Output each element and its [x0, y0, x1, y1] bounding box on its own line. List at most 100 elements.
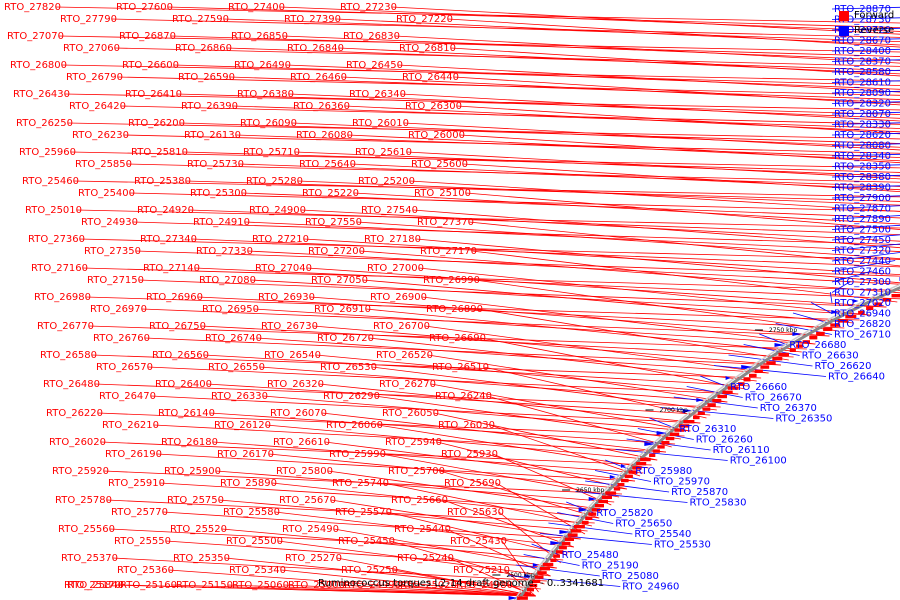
forward-leader-line — [397, 64, 900, 93]
forward-gene-block — [665, 436, 675, 441]
reverse-gene-label: RTO_26940 — [834, 309, 891, 320]
forward-gene-label: RTO_26480 — [43, 379, 100, 390]
reverse-gene-label: RTO_26710 — [834, 330, 891, 341]
forward-leader-line — [341, 76, 900, 104]
forward-gene-block — [823, 327, 833, 331]
forward-leader-line — [391, 6, 900, 35]
reverse-gene-label: RTO_28080 — [834, 141, 891, 152]
forward-leader-line — [480, 337, 746, 390]
forward-leader-line — [477, 308, 789, 361]
forward-leader-line — [297, 180, 900, 206]
forward-gene-label: RTO_24900 — [249, 205, 306, 216]
forward-gene-block — [585, 516, 593, 520]
reverse-gene-block — [508, 596, 518, 600]
forward-gene-label: RTO_27140 — [143, 263, 200, 274]
forward-leader-line — [327, 470, 607, 511]
forward-gene-label: RTO_25010 — [25, 205, 82, 216]
forward-gene-label: RTO_25170 — [64, 580, 121, 591]
reverse-gene-label: RTO_27870 — [834, 204, 891, 215]
forward-leader-line — [424, 325, 769, 374]
forward-leader-line — [97, 412, 685, 437]
forward-gene-block — [778, 352, 789, 357]
forward-gene-label: RTO_26730 — [261, 321, 318, 332]
forward-gene-block — [809, 336, 818, 340]
forward-gene-label: RTO_27550 — [305, 217, 362, 228]
forward-leader-line — [315, 354, 739, 395]
forward-leader-line — [412, 209, 900, 249]
forward-gene-label: RTO_25700 — [388, 466, 445, 477]
forward-leader-line — [135, 250, 900, 277]
forward-gene-block — [802, 340, 810, 344]
reverse-gene-block — [559, 530, 571, 534]
forward-leader-line — [282, 35, 900, 61]
reverse-leader-line — [810, 302, 833, 314]
forward-leader-line — [321, 412, 667, 453]
forward-gene-block — [605, 491, 617, 495]
forward-gene-label: RTO_26720 — [317, 333, 374, 344]
forward-leader-line — [489, 424, 641, 477]
forward-leader-line — [442, 499, 575, 548]
reverse-gene-label: RTO_25540 — [634, 529, 691, 540]
forward-gene-label: RTO_25380 — [134, 176, 191, 187]
forward-gene-label: RTO_27070 — [7, 31, 64, 42]
forward-gene-block — [754, 369, 763, 373]
forward-gene-label: RTO_25730 — [187, 159, 244, 170]
reverse-leader-line — [649, 417, 678, 430]
forward-gene-label: RTO_25060 — [232, 580, 289, 591]
forward-gene-block — [617, 483, 625, 487]
forward-leader-line — [427, 354, 728, 403]
forward-leader-line — [456, 105, 900, 135]
forward-gene-label: RTO_26490 — [234, 60, 291, 71]
forward-gene-label: RTO_25430 — [450, 536, 507, 547]
forward-leader-line — [483, 366, 707, 419]
forward-leader-line — [471, 250, 898, 303]
forward-leader-line — [468, 221, 900, 267]
forward-gene-label: RTO_25780 — [55, 495, 112, 506]
forward-gene-label: RTO_26700 — [373, 321, 430, 332]
forward-gene-label: RTO_26790 — [66, 72, 123, 83]
reverse-gene-label: RTO_25830 — [690, 498, 747, 509]
forward-gene-block — [738, 382, 745, 386]
forward-gene-block — [670, 432, 680, 436]
forward-leader-line — [347, 134, 900, 162]
forward-leader-line — [433, 412, 658, 461]
forward-leader-line — [350, 163, 900, 191]
forward-gene-label: RTO_26590 — [178, 72, 235, 83]
forward-gene-label: RTO_26980 — [34, 292, 91, 303]
reverse-leader-line — [831, 205, 900, 209]
forward-gene-label: RTO_26050 — [382, 408, 439, 419]
forward-gene-label: RTO_25910 — [108, 478, 165, 489]
forward-gene-block — [540, 567, 550, 571]
forward-gene-label: RTO_26870 — [119, 31, 176, 42]
forward-gene-block — [527, 588, 534, 592]
forward-leader-line — [170, 35, 900, 57]
forward-leader-line — [120, 105, 900, 125]
forward-gene-label: RTO_26010 — [352, 118, 409, 129]
forward-leader-line — [126, 163, 900, 183]
forward-gene-label: RTO_25520 — [170, 524, 227, 535]
forward-leader-line — [409, 180, 900, 212]
forward-gene-block — [532, 579, 541, 583]
forward-gene-label: RTO_27820 — [4, 2, 61, 13]
forward-gene-label: RTO_26950 — [202, 304, 259, 315]
reverse-gene-label: RTO_28390 — [834, 183, 891, 194]
reverse-gene-label: RTO_28330 — [834, 120, 891, 131]
forward-gene-label: RTO_26390 — [181, 101, 238, 112]
forward-gene-label: RTO_26690 — [429, 333, 486, 344]
forward-gene-label: RTO_25400 — [78, 188, 135, 199]
reverse-gene-label: RTO_28350 — [834, 162, 891, 173]
forward-gene-label: RTO_25200 — [358, 176, 415, 187]
reverse-leader-line — [548, 522, 633, 535]
forward-gene-block — [621, 478, 629, 483]
forward-gene-label: RTO_27590 — [172, 14, 229, 25]
forward-gene-label: RTO_26540 — [264, 350, 321, 361]
reverse-gene-block — [644, 442, 656, 446]
reverse-gene-block — [609, 475, 616, 479]
forward-gene-label: RTO_25000 — [288, 580, 345, 591]
forward-gene-label: RTO_25630 — [447, 507, 504, 518]
forward-gene-block — [598, 499, 608, 504]
forward-leader-line — [283, 584, 536, 597]
forward-gene-label: RTO_27390 — [284, 14, 341, 25]
backbone-arc — [516, 286, 900, 600]
forward-leader-line — [377, 424, 649, 469]
